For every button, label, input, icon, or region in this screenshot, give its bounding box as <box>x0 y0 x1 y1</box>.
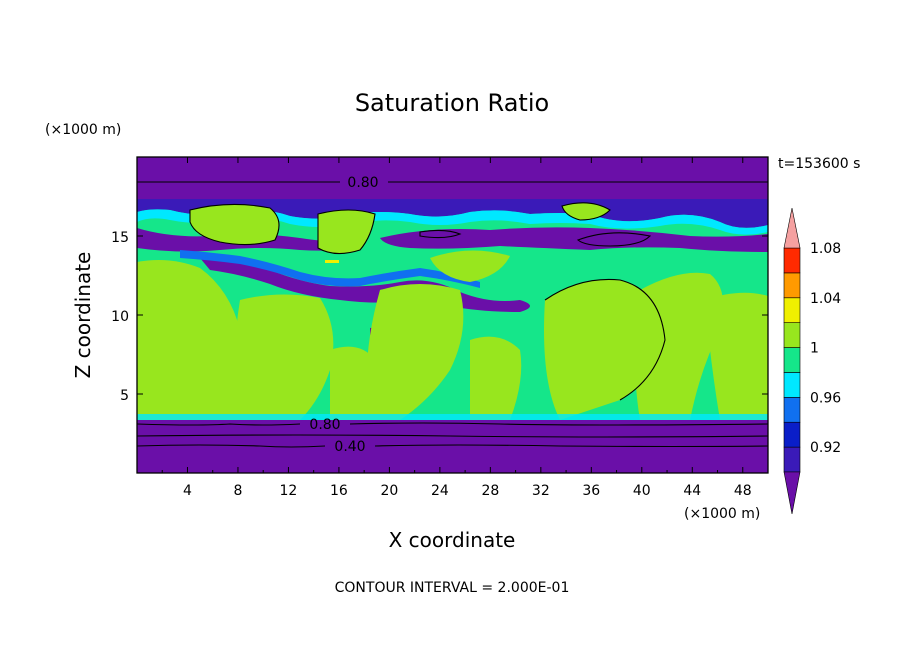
cloud-cell-upper-2 <box>318 210 375 254</box>
colorbar-bin <box>783 322 801 348</box>
time-label: t=153600 s <box>778 156 860 172</box>
contour-lines <box>137 181 768 448</box>
colorbar-label: 1.04 <box>810 291 841 307</box>
cloud-cell-lower-2 <box>330 346 376 420</box>
x-tick-label: 24 <box>431 483 449 499</box>
contour-cell-6 <box>419 229 462 239</box>
cloud-cell-upper-1 <box>190 204 279 245</box>
contour-cell-1 <box>189 203 280 246</box>
colorbar-bin <box>783 247 801 274</box>
plot-area <box>137 157 768 473</box>
cloud-cell-upper-3 <box>562 202 610 220</box>
upper-cyan-band <box>137 209 768 235</box>
x-tick-label: 8 <box>233 483 242 499</box>
colorbar-bin <box>783 272 801 299</box>
y-axis-label: Z coordinate <box>71 252 95 379</box>
colorbar-bin <box>783 421 801 448</box>
x-tick-label: 36 <box>582 483 600 499</box>
contour-cell-2 <box>317 209 376 255</box>
y-tick-label: 10 <box>111 309 129 325</box>
contour-labels: 0.80 0.80 0.40 <box>309 175 378 455</box>
y-axis-ticks: 5 10 15 <box>111 230 768 404</box>
cloud-cell-lower-1 <box>470 336 522 420</box>
cloud-cell-left <box>137 260 250 420</box>
contour-cell-4 <box>544 278 666 401</box>
upper-purple-streak-2 <box>380 227 768 252</box>
upper-blue-band <box>137 199 768 228</box>
cyan-streak <box>137 414 768 420</box>
colorbar-top-arrow <box>783 207 801 249</box>
cloud-cell-center-right <box>430 250 510 282</box>
x-tick-label: 20 <box>380 483 398 499</box>
y-axis-unit: (×1000 m) <box>45 122 121 138</box>
mid-blue-streak <box>180 250 480 288</box>
x-tick-label: 32 <box>532 483 550 499</box>
colorbar-bin <box>783 446 801 473</box>
contour-label-bottom-2: 0.40 <box>334 439 365 455</box>
contour-interval-note: CONTOUR INTERVAL = 2.000E-01 <box>335 580 570 596</box>
colorbar: 0.92 0.96 1 1.04 1.08 <box>783 207 841 515</box>
x-axis-ticks: 4 8 12 16 20 24 28 32 36 40 44 48 <box>161 157 752 499</box>
colorbar-bin <box>783 372 801 398</box>
contour-label-bottom-1: 0.80 <box>309 417 340 433</box>
colorbar-bin <box>783 347 801 373</box>
x-tick-label: 12 <box>280 483 298 499</box>
x-tick-label: 40 <box>633 483 651 499</box>
contour-080-bottom <box>137 422 768 426</box>
contour-cell-3 <box>561 202 611 221</box>
x-axis-unit: (×1000 m) <box>684 506 760 522</box>
y-tick-label: 15 <box>111 230 129 246</box>
cloud-cell-right-3 <box>705 292 768 420</box>
colorbar-bottom-arrow <box>783 471 801 515</box>
yellow-speck <box>325 260 339 263</box>
colorbar-label: 0.92 <box>810 440 841 456</box>
contour-bottom-extra <box>137 434 768 438</box>
cloud-cell-right-1 <box>544 279 665 420</box>
cloud-cell-center <box>366 284 464 420</box>
x-tick-label: 48 <box>734 483 752 499</box>
cloud-cell-center-left <box>235 294 334 420</box>
x-tick-label: 44 <box>683 483 701 499</box>
contour-040-bottom <box>137 444 768 448</box>
x-tick-label: 28 <box>481 483 499 499</box>
colorbar-label: 1.08 <box>810 241 841 257</box>
x-axis-label: X coordinate <box>389 528 516 552</box>
y-tick-label: 5 <box>120 388 129 404</box>
cloud-cells <box>137 202 768 420</box>
chart-title: Saturation Ratio <box>355 89 549 117</box>
colorbar-bin <box>783 297 801 323</box>
contour-label-top: 0.80 <box>347 175 378 191</box>
x-tick-label: 16 <box>330 483 348 499</box>
x-tick-label: 4 <box>183 483 192 499</box>
colorbar-bin <box>783 397 801 423</box>
contour-cell-5 <box>576 232 652 247</box>
colorbar-label: 0.96 <box>810 390 841 406</box>
colorbar-label: 1 <box>810 341 819 357</box>
top-dry-layer <box>137 157 768 199</box>
